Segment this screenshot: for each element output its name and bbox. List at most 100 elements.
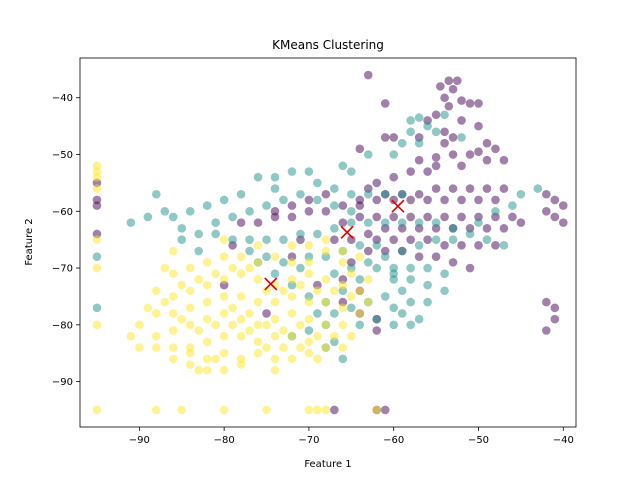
data-point — [296, 263, 305, 273]
plot-frame — [79, 57, 577, 428]
data-point — [338, 320, 348, 330]
data-point — [304, 405, 314, 415]
data-point — [414, 252, 424, 261]
data-point — [253, 275, 263, 284]
data-point — [482, 138, 492, 148]
data-point — [414, 218, 424, 227]
data-point — [168, 343, 178, 352]
data-point — [202, 337, 212, 347]
data-point — [304, 297, 314, 307]
data-point — [550, 212, 560, 222]
data-point — [313, 286, 322, 296]
data-point — [279, 286, 288, 296]
data-point — [168, 246, 178, 256]
data-point — [262, 320, 271, 330]
data-point — [219, 195, 229, 205]
data-point — [448, 150, 458, 159]
data-point — [177, 224, 187, 233]
data-point — [474, 99, 483, 108]
data-point — [550, 195, 560, 205]
data-point — [414, 155, 424, 165]
data-point — [304, 314, 314, 324]
data-point — [177, 280, 187, 290]
data-point — [321, 275, 331, 284]
x-tick-label: −50 — [468, 435, 489, 446]
x-tick-label: −70 — [298, 435, 319, 446]
data-point — [185, 286, 195, 296]
cluster-2-series — [92, 161, 382, 415]
data-point — [152, 189, 161, 199]
data-point — [253, 258, 263, 267]
data-point — [228, 320, 237, 330]
data-point — [414, 113, 424, 122]
data-point — [448, 84, 458, 94]
data-point — [304, 326, 314, 335]
data-point — [363, 189, 373, 199]
data-point — [270, 297, 280, 307]
data-point — [372, 241, 382, 250]
data-point — [423, 297, 432, 307]
data-point — [296, 229, 305, 239]
data-point — [202, 354, 212, 364]
data-point — [287, 331, 297, 341]
data-point — [347, 303, 356, 313]
data-point — [219, 252, 229, 261]
data-point — [363, 218, 373, 227]
data-point — [211, 229, 220, 239]
data-point — [245, 246, 254, 256]
data-point — [406, 275, 415, 284]
data-point — [423, 167, 432, 176]
centroid-stroke — [340, 225, 354, 239]
data-point — [304, 206, 314, 216]
data-point — [253, 348, 263, 358]
data-point — [321, 206, 331, 216]
data-point — [135, 320, 144, 330]
data-point — [330, 405, 339, 415]
data-point — [168, 354, 178, 364]
data-point — [338, 161, 348, 171]
data-point — [457, 241, 466, 250]
data-point — [533, 184, 543, 193]
data-point — [338, 258, 348, 267]
data-point — [448, 235, 458, 244]
data-point — [92, 303, 102, 313]
data-point — [372, 314, 382, 324]
data-point — [423, 263, 432, 273]
data-point — [338, 354, 348, 364]
data-point — [245, 263, 254, 273]
data-point — [448, 258, 458, 267]
data-point — [279, 258, 288, 267]
data-point — [253, 241, 263, 250]
data-point — [253, 218, 263, 227]
data-point — [168, 212, 178, 222]
centroid-marker — [340, 225, 354, 239]
data-point — [185, 348, 195, 358]
data-point — [423, 212, 432, 222]
data-point — [423, 280, 432, 290]
y-tick-label: −50 — [52, 150, 73, 161]
data-point — [436, 82, 445, 91]
data-point — [168, 292, 178, 301]
data-point — [236, 292, 246, 301]
data-point — [499, 155, 509, 165]
data-point — [321, 297, 331, 307]
data-point — [330, 224, 339, 233]
data-point — [304, 167, 314, 176]
data-point — [465, 150, 475, 159]
data-point — [414, 138, 424, 148]
data-point — [542, 206, 551, 216]
data-point — [465, 229, 475, 239]
data-point — [270, 252, 280, 261]
data-point — [440, 138, 449, 148]
data-point — [185, 320, 195, 330]
y-axis-label: Feature 2 — [24, 218, 35, 265]
data-point — [143, 303, 153, 313]
data-point — [457, 133, 466, 142]
y-tick-label: −90 — [52, 377, 73, 388]
data-point — [363, 70, 373, 80]
data-point — [245, 326, 254, 335]
y-axis: −90 −80 −70 −60 −50 −40 — [52, 93, 80, 388]
data-point — [338, 303, 348, 313]
data-point — [338, 246, 348, 256]
points-layer — [92, 70, 568, 415]
